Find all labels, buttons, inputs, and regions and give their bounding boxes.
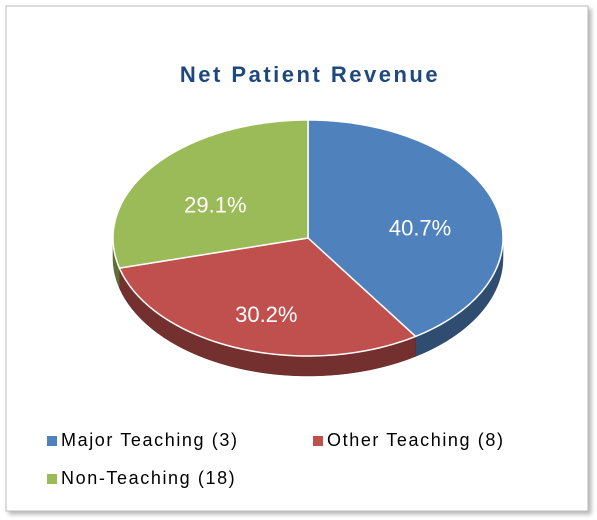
legend-label: Other Teaching (8)	[327, 430, 505, 450]
chart-title: Net Patient Revenue	[180, 62, 440, 87]
pie: 40.7% 30.2% 29.1%	[112, 119, 504, 377]
data-label: 29.1%	[184, 193, 246, 218]
legend-label: Non-Teaching (18)	[61, 468, 236, 488]
data-label: 30.2%	[235, 302, 297, 327]
pie-slice	[118, 237, 417, 357]
legend-label: Major Teaching (3)	[61, 430, 239, 450]
legend-swatch	[47, 474, 57, 484]
pie-slice	[112, 119, 309, 269]
legend: Major Teaching (3) Other Teaching (8) Non-…	[47, 430, 505, 488]
legend-swatch	[313, 436, 323, 446]
data-label: 40.7%	[389, 215, 451, 240]
legend-swatch	[47, 436, 57, 446]
